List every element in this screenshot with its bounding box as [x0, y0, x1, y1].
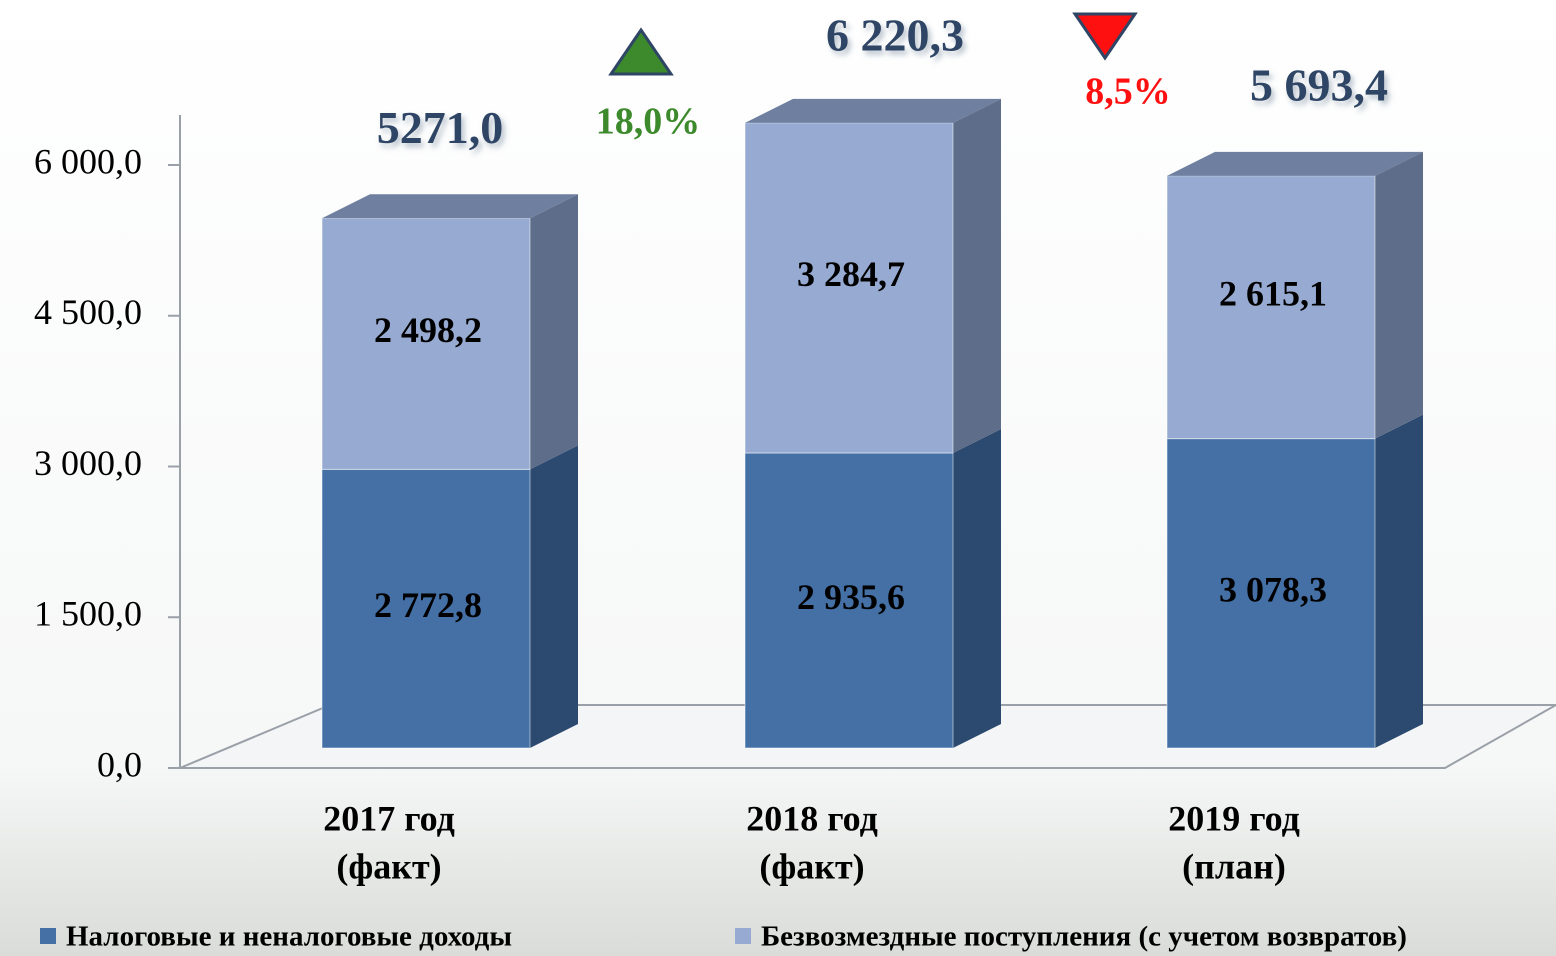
arrow — [608, 27, 674, 76]
legend-label: Налоговые и неналоговые доходы — [66, 921, 512, 953]
annotation: 8,5% — [1085, 71, 1171, 113]
legend-label: Безвозмездные поступления (с учетом возв… — [761, 921, 1407, 953]
bar-side — [953, 98, 1001, 453]
data-label: 2 935,6 — [797, 577, 905, 617]
data-label: 3 078,3 — [1219, 570, 1327, 610]
bar — [744, 122, 954, 454]
y-tick-label: 3 000,0 — [34, 443, 142, 483]
data-label: 2 615,1 — [1219, 273, 1327, 313]
total-label: 5 693,4 — [1250, 59, 1388, 110]
bar-side — [530, 445, 578, 748]
total-label: 6 220,3 — [826, 9, 964, 60]
y-tick-label: 0,0 — [97, 744, 142, 784]
y-tick-label: 6 000,0 — [34, 141, 142, 181]
annotation: 18,0% — [596, 101, 701, 143]
legend-marker — [735, 928, 751, 944]
x-tick-label: 2017 год — [323, 798, 455, 838]
legend-marker — [40, 928, 56, 944]
data-label: 2 498,2 — [374, 310, 482, 350]
x-tick-label: 2019 год — [1168, 798, 1300, 838]
x-tick-label: (план) — [1182, 846, 1286, 886]
bar — [321, 217, 531, 470]
total-label: 5271,0 — [377, 102, 504, 153]
bar — [1166, 175, 1376, 440]
data-label: 3 284,7 — [797, 254, 905, 294]
y-tick-label: 4 500,0 — [34, 292, 142, 332]
bar-top — [322, 194, 578, 219]
x-tick-label: (факт) — [336, 846, 441, 886]
bar-side — [530, 194, 578, 470]
y-tick-label: 1 500,0 — [34, 594, 142, 634]
bar-side — [953, 428, 1001, 748]
bar-side — [1375, 151, 1423, 439]
bar — [321, 468, 531, 749]
x-tick-label: (факт) — [759, 846, 864, 886]
bar-side — [1375, 414, 1423, 748]
arrow — [1072, 12, 1138, 61]
x-tick-label: 2018 год — [746, 798, 878, 838]
bar — [744, 452, 954, 749]
bar-top — [1167, 151, 1423, 176]
data-label: 2 772,8 — [374, 585, 482, 625]
bar — [1166, 438, 1376, 749]
bar-top — [745, 98, 1001, 123]
